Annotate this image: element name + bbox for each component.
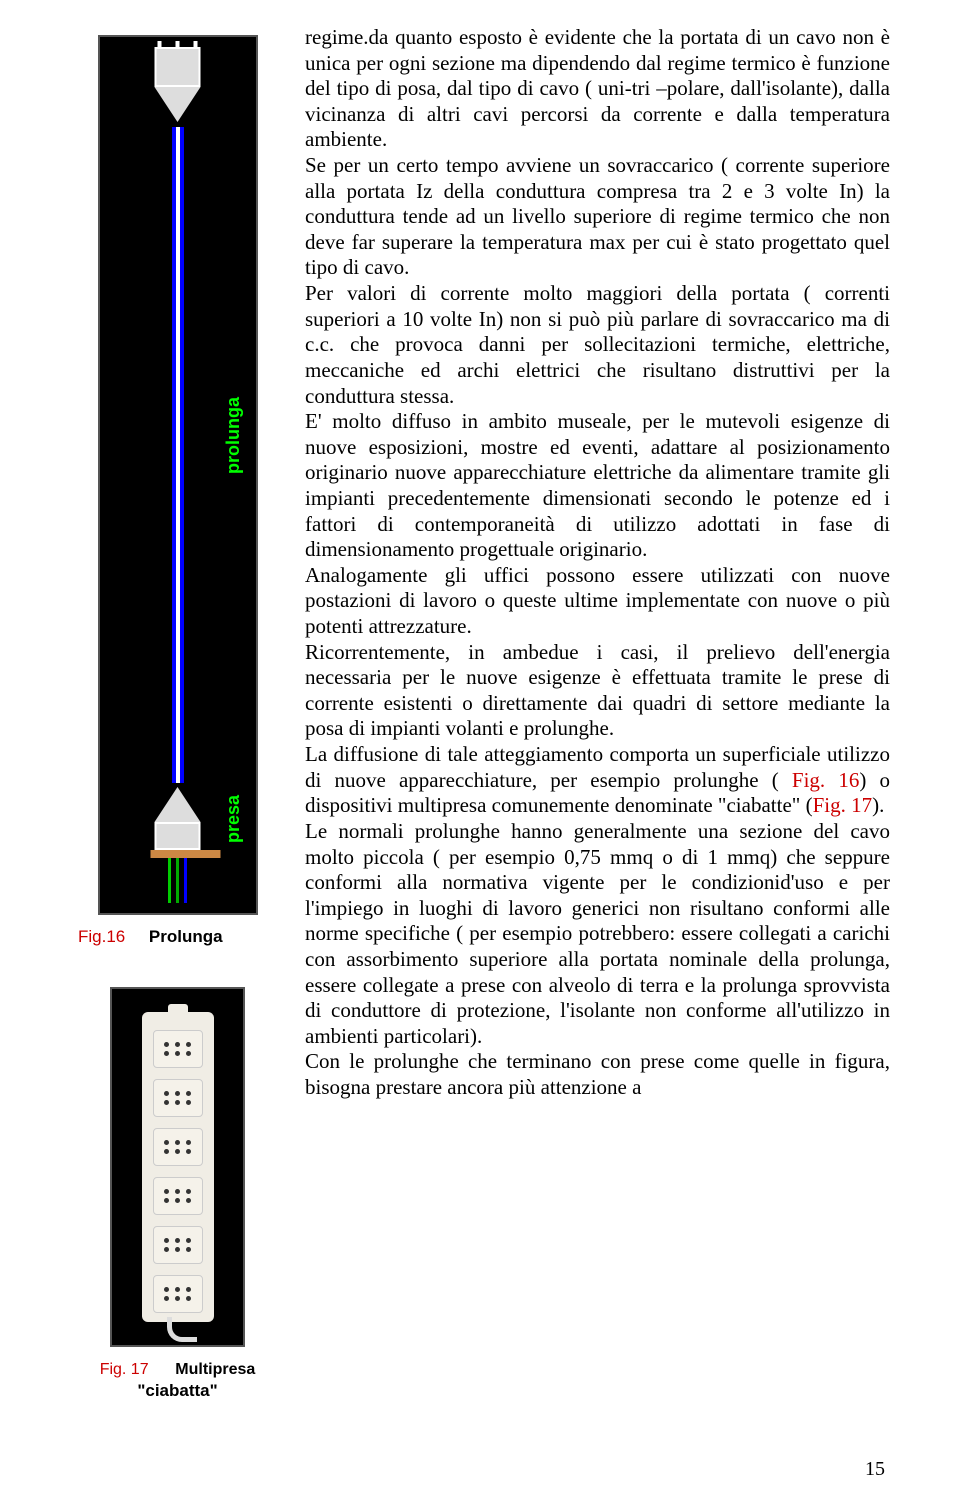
paragraph-2: Se per un certo tempo avviene un sovracc… xyxy=(305,153,890,281)
fig16-diagram: prolunga presa xyxy=(98,35,258,915)
plug-icon xyxy=(150,47,205,127)
figref-16: Fig. 16 xyxy=(792,768,859,792)
paragraph-1: regime.da quanto esposto è evidente che … xyxy=(305,25,890,153)
paragraph-4: E' molto diffuso in ambito museale, per … xyxy=(305,409,890,563)
paragraph-9: Con le prolunghe che terminano con prese… xyxy=(305,1049,890,1100)
fig17-caption: Fig. 17 Multipresa xyxy=(70,1361,285,1379)
paragraph-8: Le normali prolunghe hanno generalmente … xyxy=(305,819,890,1049)
paragraph-6: Ricorrentemente, in ambedue i casi, il p… xyxy=(305,640,890,742)
socket-icon xyxy=(150,787,205,858)
paragraph-5: Analogamente gli uffici possono essere u… xyxy=(305,563,890,640)
label-presa: presa xyxy=(223,795,244,843)
fig17-image xyxy=(110,987,245,1347)
page-number: 15 xyxy=(865,1458,885,1481)
cable-icon xyxy=(172,127,184,783)
fig16-number: Fig.16 xyxy=(78,927,125,946)
body-text-column: regime.da quanto esposto è evidente che … xyxy=(305,25,890,1461)
paragraph-3: Per valori di corrente molto maggiori de… xyxy=(305,281,890,409)
figref-17: Fig. 17 xyxy=(813,793,873,817)
fig16-caption: Fig.16 Prolunga xyxy=(70,927,285,947)
ground-wires xyxy=(163,858,193,903)
fig17-label: Multipresa xyxy=(175,1361,255,1378)
fig16-label: Prolunga xyxy=(149,927,223,946)
powerstrip-icon xyxy=(142,1012,214,1322)
label-prolunga: prolunga xyxy=(223,397,244,474)
paragraph-7: La diffusione di tale atteggiamento comp… xyxy=(305,742,890,819)
figures-column: prolunga presa Fig.16 Prolunga Fig. 17 xyxy=(70,25,285,1461)
fig17-caption-line2: "ciabatta" xyxy=(137,1381,217,1401)
fig17-number: Fig. 17 xyxy=(100,1361,149,1378)
